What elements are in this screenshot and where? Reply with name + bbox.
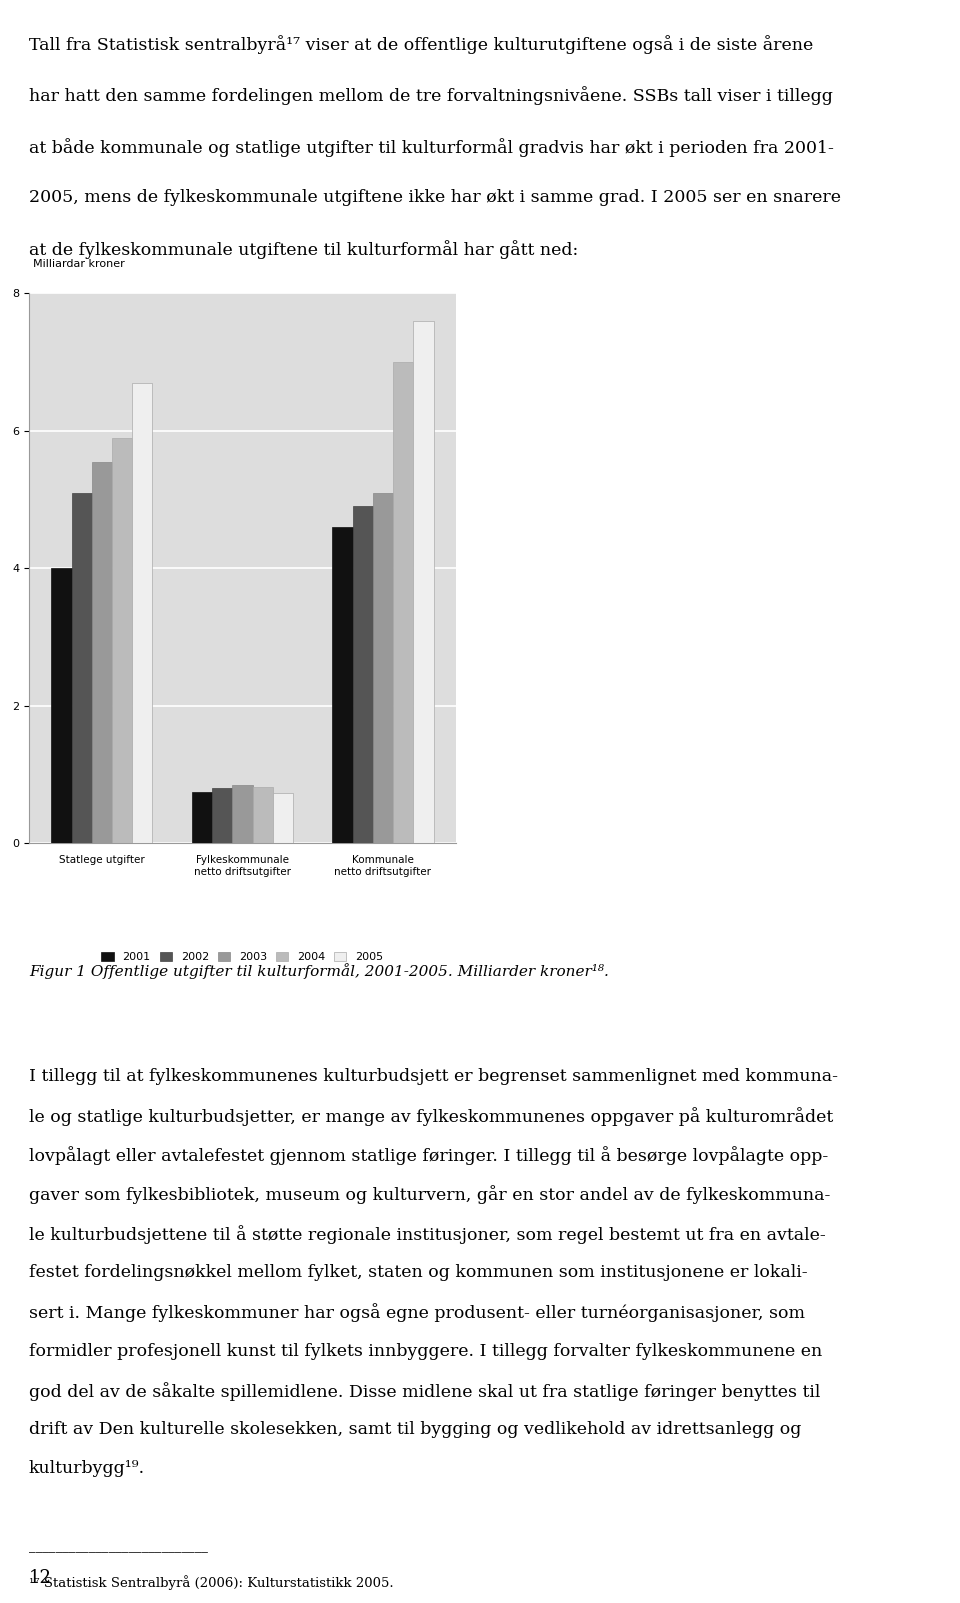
Bar: [51, 569, 71, 843]
Text: 2005, mens de fylkeskommunale utgiftene ikke har økt i samme grad. I 2005 ser en: 2005, mens de fylkeskommunale utgiftene …: [29, 189, 841, 207]
Text: gaver som fylkesbibliotek, museum og kulturvern, går en stor andel av de fylkesk: gaver som fylkesbibliotek, museum og kul…: [29, 1186, 830, 1204]
Text: le og statlige kulturbudsjetter, er mange av fylkeskommunenes oppgaver på kultur: le og statlige kulturbudsjetter, er mang…: [29, 1108, 833, 1125]
Bar: [372, 492, 393, 843]
Text: god del av de såkalte spillemidlene. Disse midlene skal ut fra statlige føringer: god del av de såkalte spillemidlene. Dis…: [29, 1382, 820, 1401]
Bar: [212, 789, 232, 843]
Bar: [273, 793, 293, 843]
Text: at både kommunale og statlige utgifter til kulturformål gradvis har økt i period: at både kommunale og statlige utgifter t…: [29, 138, 833, 157]
Text: Figur 1 Offentlige utgifter til kulturformål, 2001-2005. Milliarder kroner¹⁸.: Figur 1 Offentlige utgifter til kulturfo…: [29, 963, 609, 979]
Text: Milliardar kroner: Milliardar kroner: [33, 258, 125, 269]
Text: at de fylkeskommunale utgiftene til kulturformål har gått ned:: at de fylkeskommunale utgiftene til kult…: [29, 240, 578, 260]
Bar: [92, 462, 112, 843]
Text: 12: 12: [29, 1569, 52, 1587]
Text: festet fordelingsnøkkel mellom fylket, staten og kommunen som institusjonene er : festet fordelingsnøkkel mellom fylket, s…: [29, 1265, 807, 1281]
Text: formidler profesjonell kunst til fylkets innbyggere. I tillegg forvalter fylkesk: formidler profesjonell kunst til fylkets…: [29, 1343, 822, 1359]
Bar: [232, 785, 252, 843]
Bar: [112, 438, 132, 843]
Text: har hatt den samme fordelingen mellom de tre forvaltningsnivåene. SSBs tall vise: har hatt den samme fordelingen mellom de…: [29, 87, 832, 106]
Bar: [332, 527, 352, 843]
Text: Tall fra Statistisk sentralbyrå¹⁷ viser at de offentlige kulturutgiftene også i : Tall fra Statistisk sentralbyrå¹⁷ viser …: [29, 35, 813, 55]
Text: ___________________________: ___________________________: [29, 1539, 207, 1553]
Bar: [352, 507, 372, 843]
Bar: [413, 321, 434, 843]
Text: sert i. Mange fylkeskommuner har også egne produsent- eller turnéorganisasjoner,: sert i. Mange fylkeskommuner har også eg…: [29, 1303, 804, 1322]
Legend: 2001, 2002, 2003, 2004, 2005: 2001, 2002, 2003, 2004, 2005: [97, 947, 388, 967]
Bar: [71, 492, 92, 843]
Bar: [132, 383, 153, 843]
Bar: [393, 362, 414, 843]
Text: le kulturbudsjettene til å støtte regionale institusjoner, som regel bestemt ut : le kulturbudsjettene til å støtte region…: [29, 1225, 826, 1244]
Bar: [192, 792, 212, 843]
Text: ¹⁷ Statistisk Sentralbyrå (2006): Kulturstatistikk 2005.: ¹⁷ Statistisk Sentralbyrå (2006): Kultur…: [29, 1574, 394, 1590]
Bar: [252, 787, 273, 843]
Text: kulturbygg¹⁹.: kulturbygg¹⁹.: [29, 1460, 145, 1478]
Text: I tillegg til at fylkeskommunenes kulturbudsjett er begrenset sammenlignet med k: I tillegg til at fylkeskommunenes kultur…: [29, 1068, 838, 1085]
Text: drift av Den kulturelle skolesekken, samt til bygging og vedlikehold av idrettsa: drift av Den kulturelle skolesekken, sam…: [29, 1422, 802, 1438]
Text: lovpålagt eller avtalefestet gjennom statlige føringer. I tillegg til å besørge : lovpålagt eller avtalefestet gjennom sta…: [29, 1146, 828, 1165]
